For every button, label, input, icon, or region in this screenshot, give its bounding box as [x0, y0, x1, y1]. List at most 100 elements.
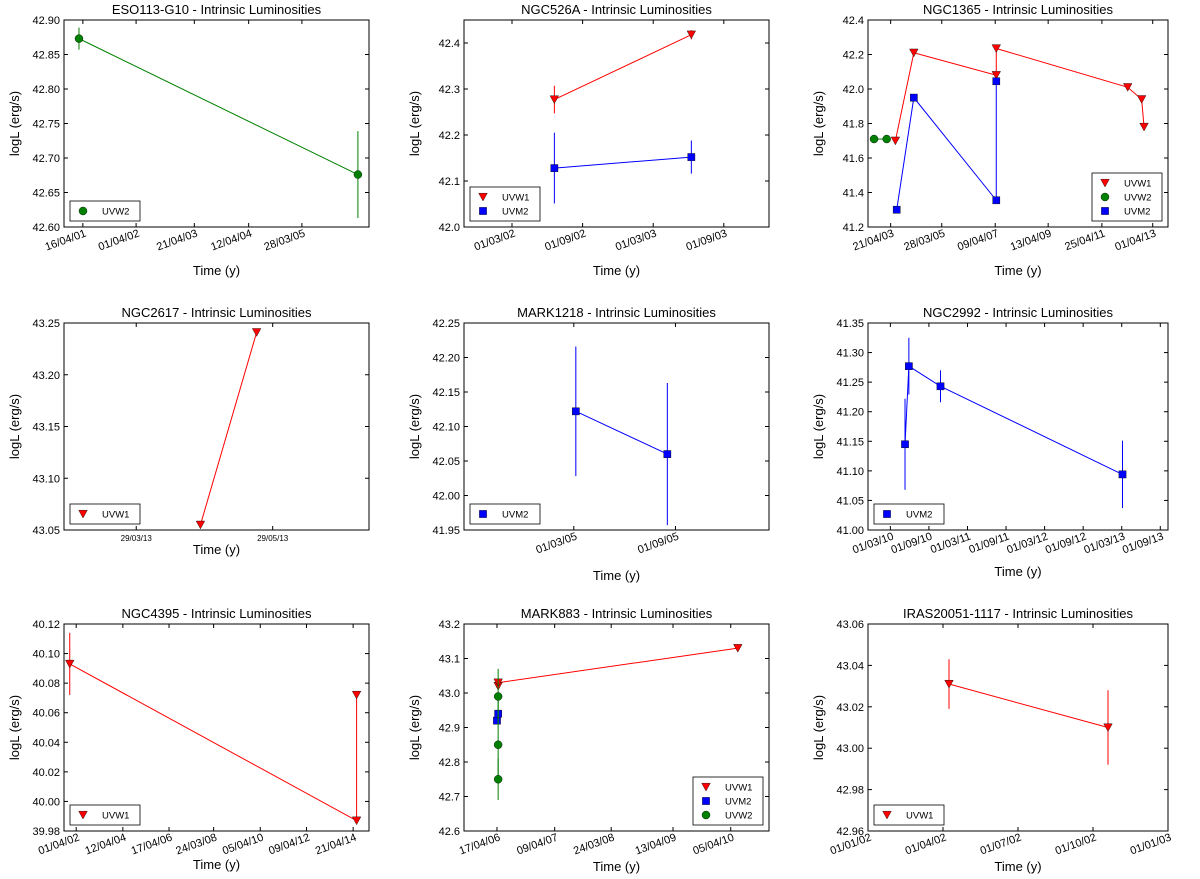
data-point-uvm2	[992, 196, 1001, 205]
y-axis-label: logL (erg/s)	[811, 695, 826, 760]
data-point-uvw1	[944, 680, 954, 689]
y-tick-label: 42.98	[836, 785, 864, 797]
legend-label-uvm2: UVM2	[502, 207, 528, 218]
y-tick-label: 42.70	[32, 153, 60, 165]
legend-marker-uvw1	[882, 811, 892, 820]
legend-marker-uvw1	[1100, 178, 1110, 188]
legend-marker-uvw1	[478, 192, 488, 202]
plot-frame	[867, 623, 1169, 832]
data-point-uvw2	[493, 740, 503, 749]
legend-box	[69, 200, 141, 222]
plot-frame	[63, 322, 370, 531]
series-line-uvm2	[575, 410, 668, 455]
data-point-uvw1	[549, 95, 560, 104]
series-line-uvw2	[78, 38, 359, 176]
chart-panel-7: NGC4395 - Intrinsic Luminosities 39.98 40.…	[7, 606, 370, 872]
y-tick-label: 42.15	[432, 387, 460, 399]
legend: UVM2	[873, 503, 945, 525]
y-tick-label: 41.4	[843, 188, 864, 200]
plot-background	[64, 624, 369, 831]
plot-frame	[63, 623, 370, 832]
x-tick-label: 24/03/08	[174, 832, 218, 858]
x-tick-label: 01/03/13	[1082, 531, 1126, 557]
y-tick-label: 42.10	[432, 422, 460, 434]
data-layer	[869, 44, 1149, 214]
x-tick-label: 01/03/05	[534, 531, 578, 557]
x-tick-label: 21/04/14	[314, 832, 358, 858]
data-point-uvw1	[1137, 95, 1147, 104]
plot-background	[868, 323, 1168, 530]
legend-label-uvw1: UVW1	[1124, 179, 1151, 190]
chart-title: NGC4395 - Intrinsic Luminosities	[121, 606, 312, 621]
data-point-uvw1	[686, 30, 696, 40]
x-axis-label: Time (y)	[994, 859, 1041, 874]
chart-title: MARK883 - Intrinsic Luminosities	[521, 606, 713, 621]
data-point-uvw1	[890, 136, 901, 146]
chart-panel-2: NGC526A - Intrinsic Luminosities 42.0 42.1…	[407, 2, 770, 278]
x-tick-label: 12/04/04	[84, 832, 128, 858]
x-tick-label: 01/03/03	[614, 228, 658, 254]
y-tick-label: 42.7	[439, 792, 460, 804]
series-line-uvw1	[554, 34, 692, 101]
data-point-uvm2	[901, 440, 909, 449]
y-axis-label: logL (erg/s)	[811, 91, 826, 156]
x-tick-label: 01/09/11	[967, 531, 1011, 557]
data-point-uvw1	[991, 71, 1001, 80]
data-point-uvw1	[1103, 723, 1113, 732]
plot-background	[464, 323, 769, 530]
data-point-uvw1	[251, 328, 262, 337]
y-tick-label: 40.02	[32, 767, 60, 779]
legend: UVW1	[69, 804, 141, 826]
data-layer	[572, 346, 672, 526]
x-tick-label: 01/09/02	[543, 228, 587, 254]
legend-label-uvm2: UVM2	[725, 797, 751, 808]
y-tick-label: 41.25	[836, 377, 864, 389]
x-tick-label: 01/09/12	[1044, 531, 1088, 557]
data-layer	[195, 328, 262, 530]
x-tick-label: 05/04/10	[691, 832, 735, 858]
y-tick-label: 42.4	[439, 38, 460, 50]
data-point-uvm2	[892, 205, 901, 214]
chart-panel-9: IRAS20051-1117 - Intrinsic Luminosities 4…	[811, 606, 1173, 874]
x-tick-label: 13/04/09	[1009, 228, 1053, 254]
x-tick-label: 01/04/02	[904, 832, 948, 858]
y-tick-label: 43.1	[439, 654, 460, 666]
y-tick-label: 41.00	[836, 525, 864, 537]
data-point-uvw1	[991, 44, 1001, 53]
legend-marker-uvw1	[78, 811, 88, 820]
data-layer	[901, 337, 1127, 509]
data-point-uvm2	[1118, 470, 1127, 479]
x-tick-label: 01/04/13	[1113, 228, 1157, 254]
legend-marker-uvw1	[701, 783, 711, 792]
y-axis-label: logL (erg/s)	[407, 91, 422, 156]
data-point-uvw1	[909, 48, 919, 58]
legend-marker-uvm2	[883, 510, 891, 518]
y-tick-label: 42.4	[843, 15, 864, 27]
data-point-uvw1	[351, 690, 362, 700]
y-tick-label: 41.20	[836, 407, 864, 419]
series-line-uvm2	[896, 81, 997, 210]
legend-label-uvw1: UVW1	[502, 193, 529, 204]
y-axis-label: logL (erg/s)	[407, 394, 422, 459]
legend-label-uvm2: UVM2	[906, 510, 932, 521]
plot-frame	[463, 19, 770, 228]
x-tick-label: 01/03/02	[473, 228, 517, 254]
y-tick-label: 42.9	[439, 723, 460, 735]
legend-box	[873, 804, 945, 826]
y-tick-label: 42.6	[439, 826, 460, 838]
legend-label-uvm2: UVM2	[502, 510, 528, 521]
x-tick-label: 01/01/03	[1129, 832, 1173, 858]
x-tick-label: 21/04/03	[155, 228, 199, 254]
data-point-uvm2	[493, 716, 501, 725]
legend-marker-uvw1	[78, 510, 88, 519]
y-tick-label: 43.20	[32, 370, 60, 382]
y-tick-label: 42.2	[843, 50, 864, 62]
data-layer	[65, 632, 362, 826]
legend: UVW1 UVW2 UVM2	[1091, 172, 1163, 222]
legend-box	[69, 503, 141, 525]
plot-frame	[867, 322, 1169, 531]
data-point-uvw1	[733, 644, 743, 653]
plot-frame	[63, 19, 370, 228]
x-tick-label: 29/05/13	[257, 534, 289, 543]
